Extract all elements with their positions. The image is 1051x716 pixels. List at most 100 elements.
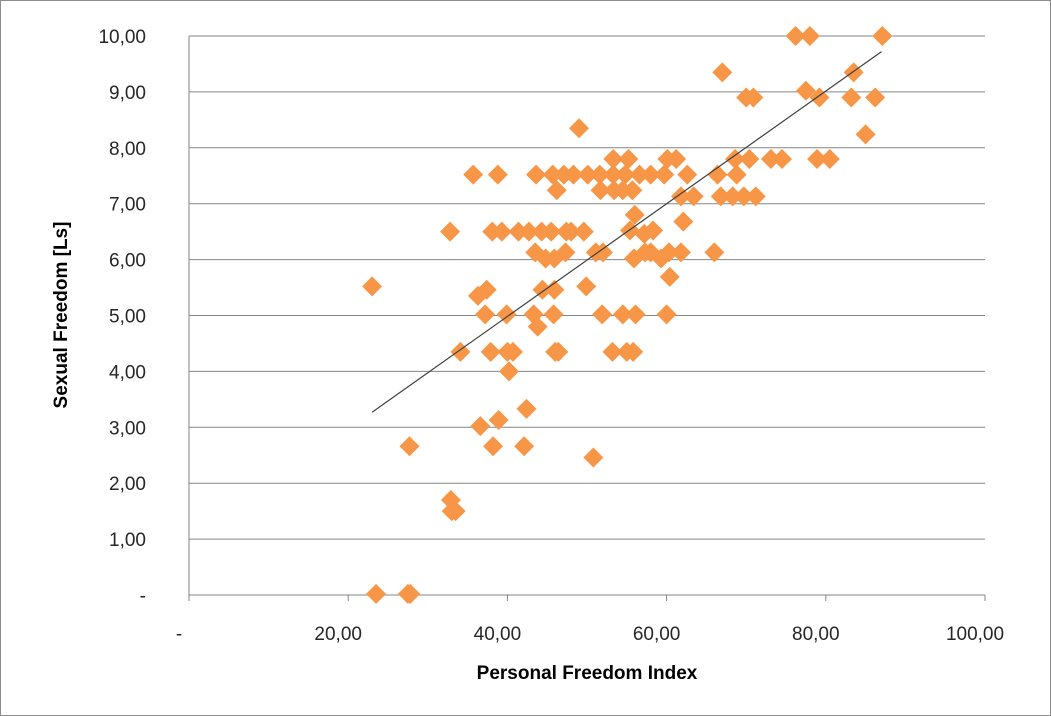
- axes: [188, 36, 986, 601]
- y-tick-label: 1,00: [109, 530, 146, 551]
- y-tick-label: 9,00: [109, 83, 146, 104]
- data-point: [590, 180, 611, 201]
- data-point: [542, 164, 563, 185]
- data-point: [541, 221, 562, 242]
- data-point: [622, 180, 643, 201]
- data-point: [573, 221, 594, 242]
- y-tick-label: 3,00: [109, 418, 146, 439]
- data-point: [576, 276, 597, 297]
- data-point: [487, 164, 508, 185]
- x-tick-label: 20,00: [314, 624, 362, 645]
- data-point: [670, 242, 691, 263]
- data-point: [640, 242, 661, 263]
- data-point: [865, 87, 886, 108]
- x-tick-label: 100,00: [946, 624, 1004, 645]
- data-point: [733, 186, 754, 207]
- y-tick-label: 8,00: [109, 139, 146, 160]
- data-point: [726, 164, 747, 185]
- data-point: [712, 62, 733, 83]
- x-tick-labels: - 20,00 40,00 60,00 80,00 100,00: [176, 624, 1004, 645]
- data-point: [362, 276, 383, 297]
- x-tick-label: 80,00: [792, 624, 840, 645]
- data-point: [463, 164, 484, 185]
- data-point: [666, 148, 687, 169]
- data-point: [516, 398, 537, 419]
- data-point: [480, 341, 501, 362]
- data-point: [583, 447, 604, 468]
- data-point: [707, 164, 728, 185]
- data-point: [656, 304, 677, 325]
- data-point: [476, 279, 497, 300]
- data-point: [624, 204, 645, 225]
- data-point: [785, 26, 806, 46]
- data-point: [841, 87, 862, 108]
- data-point: [843, 62, 864, 83]
- data-point: [760, 148, 781, 169]
- data-point: [739, 148, 760, 169]
- data-point: [772, 148, 793, 169]
- data-point: [603, 148, 624, 169]
- trendline: [371, 51, 882, 413]
- x-tick-label: 60,00: [633, 624, 681, 645]
- data-point: [502, 341, 523, 362]
- data-point: [498, 361, 519, 382]
- data-point: [555, 242, 576, 263]
- data-point: [399, 436, 420, 457]
- data-point: [745, 186, 766, 207]
- data-point: [514, 436, 535, 457]
- data-point: [563, 164, 584, 185]
- data-point: [819, 148, 840, 169]
- data-point: [612, 304, 633, 325]
- data-point: [544, 279, 565, 300]
- data-point: [440, 221, 461, 242]
- data-point: [659, 266, 680, 287]
- y-tick-label: 2,00: [109, 474, 146, 495]
- y-axis-title: Sexual Freedom [Ls]: [51, 222, 72, 409]
- data-point: [855, 124, 876, 145]
- data-point: [673, 211, 694, 232]
- data-point: [525, 242, 546, 263]
- data-point: [400, 583, 421, 604]
- data-point: [603, 164, 624, 185]
- data-point: [483, 436, 504, 457]
- y-tick-label: 10,00: [98, 27, 146, 48]
- y-tick-label: 7,00: [109, 195, 146, 216]
- data-point: [440, 489, 461, 510]
- data-point: [670, 186, 691, 207]
- trendline-group: [371, 51, 882, 413]
- data-point: [704, 242, 725, 263]
- data-point: [710, 186, 731, 207]
- data-point: [526, 164, 547, 185]
- data-point: [872, 26, 893, 46]
- x-tick-label: 40,00: [474, 624, 522, 645]
- y-tick-label: -: [140, 586, 146, 607]
- data-point: [643, 220, 664, 241]
- x-axis-title: Personal Freedom Index: [477, 663, 698, 684]
- data-point: [496, 304, 517, 325]
- data-point: [807, 148, 828, 169]
- data-point: [546, 180, 567, 201]
- data-point: [543, 304, 564, 325]
- data-point: [602, 341, 623, 362]
- y-tick-label: 4,00: [109, 362, 146, 383]
- y-tick-labels: - 1,00 2,00 3,00 4,00 5,00 6,00 7,00 8,00 9,00 10,…: [98, 27, 146, 607]
- data-point: [615, 164, 636, 185]
- gridlines: [189, 35, 985, 540]
- data-point: [683, 186, 704, 207]
- data-point: [508, 221, 529, 242]
- data-point: [548, 341, 569, 362]
- data-point: [743, 87, 764, 108]
- x-tick-label: -: [176, 624, 182, 645]
- y-tick-label: 6,00: [109, 251, 146, 272]
- data-point: [523, 304, 544, 325]
- data-point: [722, 186, 743, 207]
- data-point: [592, 304, 613, 325]
- data-point: [589, 164, 610, 185]
- data-point: [799, 26, 820, 46]
- data-point: [623, 341, 644, 362]
- data-point: [561, 221, 582, 242]
- data-points: [362, 26, 893, 604]
- data-point: [658, 242, 679, 263]
